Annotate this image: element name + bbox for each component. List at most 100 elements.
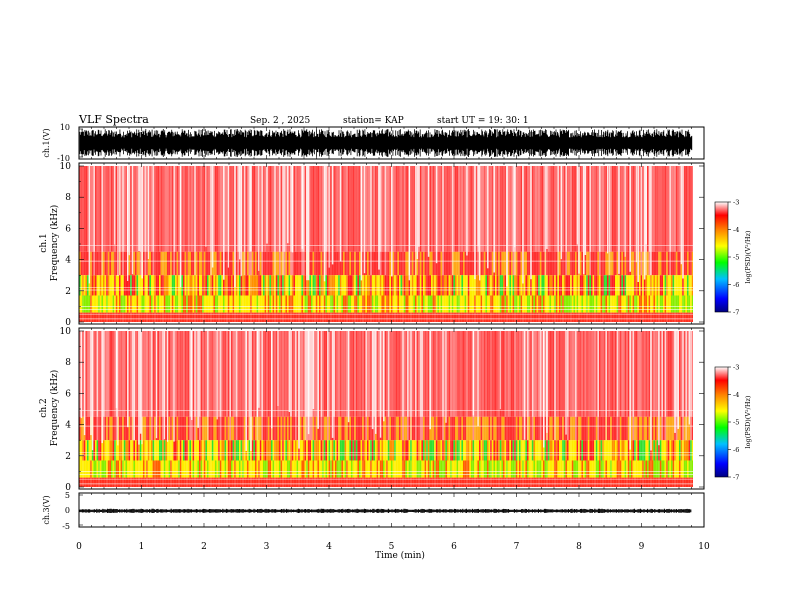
spectro-cell [327, 331, 329, 417]
spectro-cell [207, 416, 209, 441]
spectro-cell [152, 251, 155, 276]
spectro-cell [568, 275, 571, 296]
spectro-cell [479, 295, 481, 313]
spectro-cell [271, 440, 273, 461]
spectro-cell [96, 295, 99, 313]
spectro-cell [442, 331, 444, 417]
spectro-cell [389, 295, 391, 313]
spectro-cell [501, 312, 503, 322]
spectro-cell [120, 166, 123, 252]
spectro-cell [381, 251, 383, 276]
spectro-cell [659, 295, 662, 313]
spectro-cell [682, 477, 684, 487]
spectro-cell [146, 251, 148, 276]
spectro-cell [482, 275, 484, 296]
spectro-cell [605, 440, 607, 461]
spectro-cell [159, 416, 161, 441]
spectro-cell [336, 331, 339, 417]
spectro-cell [219, 440, 222, 461]
spectro-cell [671, 416, 673, 441]
spectro-streak [277, 331, 279, 406]
spectro-cell [421, 460, 423, 478]
spectro-cell [389, 166, 391, 252]
spectro-cell [475, 312, 478, 322]
spectro-cell [247, 477, 249, 487]
spectro-cell [311, 166, 313, 252]
spectro-cell [565, 440, 567, 461]
spectro-cell [669, 275, 671, 296]
spectro-ytick-label: 6 [65, 389, 71, 399]
spectro-cell [472, 416, 475, 441]
spectro-cell [339, 416, 342, 441]
spectro-cell [125, 416, 127, 441]
spectro-cell [613, 477, 615, 487]
spectro-streak [240, 166, 242, 277]
spectro-cell [491, 275, 494, 296]
spectro-cell [456, 275, 459, 296]
spectro-cell [496, 416, 499, 441]
spectro-cell [112, 251, 115, 276]
spectro-cell [307, 477, 310, 487]
spectro-cell [456, 460, 459, 478]
spectro-cell [408, 460, 411, 478]
spectro-cell [463, 477, 465, 487]
spectro-cell [576, 312, 579, 322]
spectro-cell [328, 477, 331, 487]
spectro-cell [85, 275, 87, 296]
spectro-cell [191, 460, 193, 478]
spectro-cell [173, 166, 175, 252]
spectro-cell [466, 460, 468, 478]
spectro-cell [410, 295, 412, 313]
spectro-cell [658, 275, 660, 296]
spectro-cell [528, 166, 531, 252]
spectro-cell [381, 416, 383, 441]
spectro-cell [451, 416, 454, 441]
spectro-cell [538, 251, 540, 276]
spectro-cell [187, 295, 190, 313]
spectro-cell [112, 275, 115, 296]
spectro-cell [423, 477, 425, 487]
spectro-cell [562, 312, 564, 322]
spectro-cell [546, 312, 548, 322]
spectro-cell [549, 440, 551, 461]
spectro-cell [397, 460, 399, 478]
spectro-cell [608, 251, 611, 276]
spectro-cell [421, 477, 423, 487]
spectro-cell [255, 275, 257, 296]
spectro-cell [98, 416, 100, 441]
spectro-cell [453, 460, 455, 478]
spectro-cell [512, 440, 515, 461]
spectro-cell [125, 275, 127, 296]
spectro-cell [279, 312, 281, 322]
spectro-cell [490, 460, 492, 478]
spectro-cell [424, 295, 427, 313]
spectro-cell [549, 166, 551, 252]
spectro-cell [319, 275, 321, 296]
spectro-cell [493, 440, 495, 461]
spectro-cell [191, 440, 193, 461]
spectro-streak [637, 166, 640, 282]
spectro-cell [287, 251, 289, 276]
spectro-cell [458, 331, 460, 417]
spectro-cell [386, 275, 388, 296]
spectro-cell [522, 460, 524, 478]
spectro-cell [384, 275, 387, 296]
spectro-cell [487, 331, 489, 417]
spectro-cell [429, 166, 431, 252]
spectro-cell [579, 312, 582, 322]
spectro-cell [378, 477, 380, 487]
spectro-cell [179, 295, 182, 313]
spectro-cell [229, 312, 231, 322]
spectro-cell [445, 295, 447, 313]
spectro-cell [559, 331, 561, 417]
spectro-cell [114, 295, 116, 313]
spectro-cell [461, 275, 463, 296]
spectro-cell [232, 477, 235, 487]
spectro-cell [224, 477, 227, 487]
spectro-cell [87, 477, 89, 487]
spectro-cell [399, 477, 401, 487]
spectro-cell [651, 331, 654, 417]
spectro-cell [368, 477, 371, 487]
spectro-cell [559, 166, 561, 252]
spectro-cell [192, 331, 195, 417]
